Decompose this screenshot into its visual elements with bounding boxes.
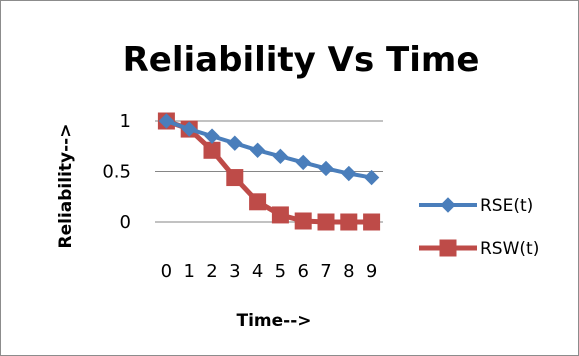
legend-marker (440, 197, 456, 213)
legend-marker (439, 239, 457, 257)
data-point (318, 160, 334, 177)
data-point (204, 128, 220, 144)
data-point (203, 141, 221, 159)
x-tick-label: 1 (183, 261, 194, 282)
x-tick-label: 4 (252, 261, 263, 282)
data-point (181, 121, 197, 137)
x-axis-title: Time--> (236, 311, 311, 331)
series-1 (158, 113, 380, 186)
x-tick-label: 7 (320, 261, 331, 282)
data-point (295, 154, 311, 171)
data-point (226, 169, 244, 187)
legend-label: RSE(t) (480, 196, 533, 216)
x-tick-label: 8 (343, 261, 354, 282)
legend-item: RSE(t) (419, 196, 533, 216)
legend: RSE(t) RSW(t) (419, 196, 539, 259)
series-line (165, 119, 372, 180)
data-point (363, 169, 380, 186)
data-point (249, 142, 266, 158)
series-line (165, 118, 372, 225)
data-point (340, 213, 358, 231)
y-tick-label: 0 (120, 212, 131, 233)
x-tick-label: 3 (229, 261, 240, 282)
y-tick-label: 1 (120, 111, 131, 132)
legend-label: RSW(t) (480, 239, 539, 259)
data-point (227, 135, 243, 151)
data-point (294, 212, 312, 230)
y-axis-title: Reliability--> (56, 124, 76, 249)
x-tick-label: 9 (366, 261, 377, 282)
x-tick-label: 0 (161, 261, 172, 282)
tick-labels: 00.510 1 2 3 4 5 6 7 8 9 (102, 111, 377, 282)
x-tick-label: 6 (297, 261, 308, 282)
chart-title: Reliability Vs Time (123, 40, 480, 80)
data-point (363, 213, 381, 231)
y-tick-label: 0.5 (102, 162, 131, 183)
legend-item: RSW(t) (419, 239, 539, 259)
x-tick-label: 5 (275, 261, 286, 282)
data-point (271, 206, 289, 224)
series-group (157, 112, 381, 231)
data-point (317, 213, 335, 231)
x-tick-label: 2 (206, 261, 217, 282)
data-point (272, 148, 289, 165)
data-point (249, 193, 267, 211)
data-point (341, 165, 357, 182)
data-point (158, 113, 175, 129)
